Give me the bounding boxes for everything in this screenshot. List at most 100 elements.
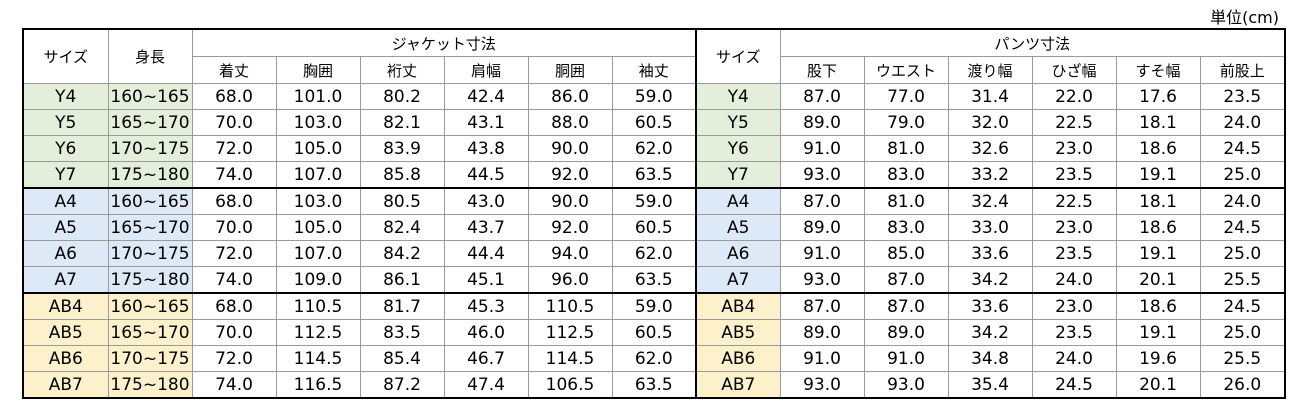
header-jacket-col: 肩幅 (443, 56, 529, 84)
pants-cell: 85.0 (863, 240, 949, 267)
pants-size-cell: Y5 (695, 109, 781, 136)
pants-cell: 19.6 (1115, 345, 1201, 372)
pants-cell: 18.1 (1115, 187, 1201, 215)
pants-cell: 91.0 (779, 345, 865, 372)
jacket-cell: 43.7 (443, 214, 529, 241)
pants-cell: 91.0 (779, 135, 865, 162)
pants-cell: 32.6 (947, 135, 1033, 162)
pants-cell: 32.0 (947, 109, 1033, 136)
header-pants-size: サイズ (695, 28, 781, 84)
jacket-cell: 105.0 (275, 214, 361, 241)
pants-cell: 26.0 (1199, 371, 1287, 399)
pants-cell: 93.0 (863, 371, 949, 399)
jacket-cell: 114.5 (275, 345, 361, 372)
header-pants-col: ウエスト (863, 56, 949, 84)
pants-cell: 33.2 (947, 161, 1033, 189)
table-body: Y4 160~165 68.0 101.0 80.2 42.4 86.0 59.0 Y4 87.0… (22, 83, 1287, 399)
pants-cell: 17.6 (1115, 83, 1201, 110)
unit-label: 単位(cm) (1210, 8, 1279, 27)
jacket-cell: 110.5 (527, 292, 613, 320)
jacket-cell: 47.4 (443, 371, 529, 399)
jacket-cell: 63.5 (611, 371, 697, 399)
height-cell: 170~175 (107, 240, 193, 267)
jacket-cell: 106.5 (527, 371, 613, 399)
jacket-cell: 103.0 (275, 109, 361, 136)
pants-cell: 35.4 (947, 371, 1033, 399)
pants-cell: 33.6 (947, 240, 1033, 267)
jacket-cell: 60.5 (611, 109, 697, 136)
pants-cell: 24.5 (1199, 135, 1287, 162)
pants-cell: 24.5 (1199, 292, 1287, 320)
pants-cell: 23.5 (1031, 319, 1117, 346)
jacket-cell: 82.1 (359, 109, 445, 136)
pants-cell: 18.6 (1115, 292, 1201, 320)
jacket-cell: 62.0 (611, 240, 697, 267)
jacket-cell: 90.0 (527, 187, 613, 215)
size-cell: Y6 (22, 135, 109, 162)
jacket-cell: 80.5 (359, 187, 445, 215)
pants-cell: 22.5 (1031, 109, 1117, 136)
jacket-cell: 68.0 (191, 292, 277, 320)
pants-cell: 93.0 (779, 161, 865, 189)
jacket-cell: 44.5 (443, 161, 529, 189)
header-height: 身長 (107, 28, 193, 84)
pants-cell: 81.0 (863, 187, 949, 215)
pants-cell: 33.0 (947, 214, 1033, 241)
jacket-cell: 68.0 (191, 83, 277, 110)
jacket-cell: 112.5 (527, 319, 613, 346)
pants-cell: 19.1 (1115, 240, 1201, 267)
header-pants-col: 股下 (779, 56, 865, 84)
size-cell: Y7 (22, 161, 109, 189)
pants-cell: 89.0 (779, 319, 865, 346)
pants-cell: 93.0 (779, 266, 865, 294)
size-cell: AB6 (22, 345, 109, 372)
jacket-cell: 42.4 (443, 83, 529, 110)
pants-cell: 24.5 (1031, 371, 1117, 399)
jacket-cell: 109.0 (275, 266, 361, 294)
pants-cell: 79.0 (863, 109, 949, 136)
pants-cell: 20.1 (1115, 266, 1201, 294)
header-pants-col: すそ幅 (1115, 56, 1201, 84)
size-table: サイズ 身長 ジャケット寸法 サイズ パンツ寸法 着丈 胸囲 裄丈 肩幅 胴囲 … (22, 28, 1287, 399)
jacket-cell: 68.0 (191, 187, 277, 215)
size-cell: AB4 (22, 292, 109, 320)
height-cell: 175~180 (107, 161, 193, 189)
pants-cell: 24.0 (1031, 345, 1117, 372)
jacket-cell: 60.5 (611, 214, 697, 241)
jacket-cell: 86.1 (359, 266, 445, 294)
pants-cell: 87.0 (779, 292, 865, 320)
height-cell: 165~170 (107, 319, 193, 346)
pants-cell: 83.0 (863, 214, 949, 241)
jacket-cell: 103.0 (275, 187, 361, 215)
jacket-cell: 70.0 (191, 109, 277, 136)
table-row: A7 175~180 74.0 109.0 86.1 45.1 96.0 63.5 A7 93.0… (22, 266, 1287, 294)
jacket-cell: 44.4 (443, 240, 529, 267)
jacket-cell: 84.2 (359, 240, 445, 267)
pants-cell: 25.0 (1199, 319, 1287, 346)
table-row: AB7 175~180 74.0 116.5 87.2 47.4 106.5 63.5 AB7 9… (22, 371, 1287, 399)
size-cell: AB7 (22, 371, 109, 399)
jacket-cell: 112.5 (275, 319, 361, 346)
table-row: Y5 165~170 70.0 103.0 82.1 43.1 88.0 60.5 Y5 89.0… (22, 109, 1287, 136)
pants-cell: 32.4 (947, 187, 1033, 215)
header-pants-col: 前股上 (1199, 56, 1287, 84)
pants-cell: 23.0 (1031, 135, 1117, 162)
pants-cell: 89.0 (863, 319, 949, 346)
jacket-cell: 70.0 (191, 319, 277, 346)
pants-size-cell: AB5 (695, 319, 781, 346)
pants-cell: 34.2 (947, 319, 1033, 346)
jacket-cell: 63.5 (611, 266, 697, 294)
jacket-cell: 114.5 (527, 345, 613, 372)
jacket-cell: 96.0 (527, 266, 613, 294)
height-cell: 170~175 (107, 135, 193, 162)
jacket-cell: 74.0 (191, 266, 277, 294)
jacket-cell: 116.5 (275, 371, 361, 399)
jacket-cell: 74.0 (191, 161, 277, 189)
pants-cell: 23.0 (1031, 292, 1117, 320)
table-row: AB6 170~175 72.0 114.5 85.4 46.7 114.5 62.0 AB6 9… (22, 345, 1287, 372)
table-row: Y4 160~165 68.0 101.0 80.2 42.4 86.0 59.0 Y4 87.0… (22, 83, 1287, 110)
pants-cell: 89.0 (779, 109, 865, 136)
jacket-cell: 88.0 (527, 109, 613, 136)
height-cell: 160~165 (107, 83, 193, 110)
jacket-cell: 107.0 (275, 161, 361, 189)
